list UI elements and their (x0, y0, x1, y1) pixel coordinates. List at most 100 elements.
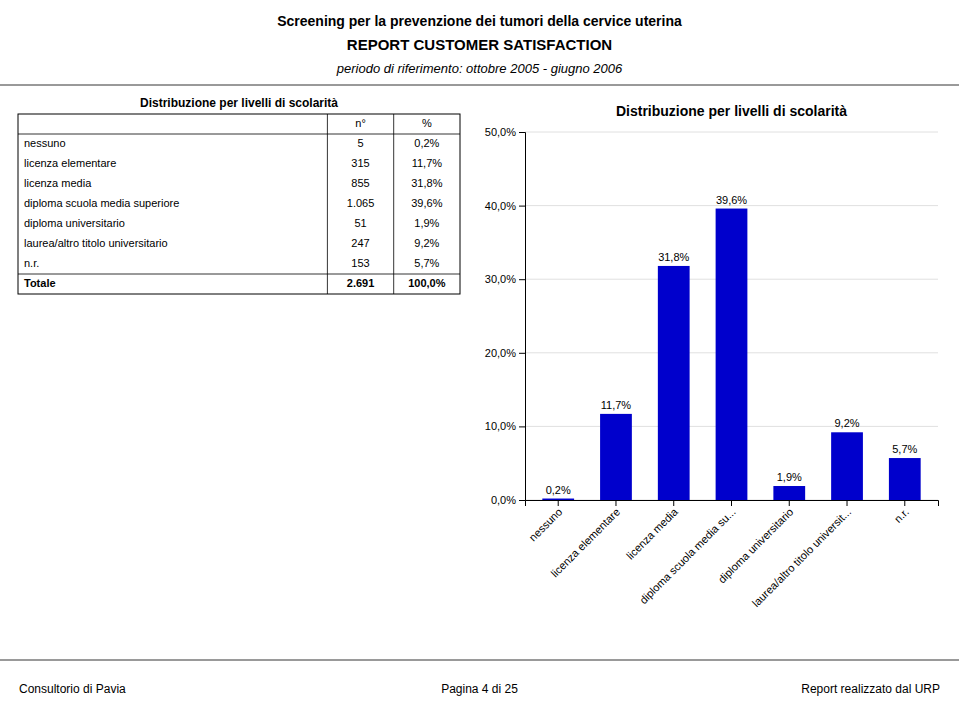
data-label: 1,9% (777, 471, 802, 483)
data-label: 39,6% (716, 194, 747, 206)
bars (542, 209, 920, 500)
x-axis: nessunolicenza elementarelicenza mediadi… (526, 500, 939, 609)
chart-title: Distribuzione per livelli di scolarità (616, 103, 847, 119)
table-cell: 1,9% (414, 217, 439, 229)
header-text: Screening per la prevenzione dei tumori … (277, 13, 682, 29)
x-tick: nessuno (527, 500, 565, 543)
y-tick: 10,0% (485, 420, 525, 432)
footer-rule (0, 660, 959, 661)
tick-label: 40,0% (485, 200, 516, 212)
bar (716, 209, 748, 500)
y-tick: 30,0% (485, 273, 525, 285)
table-title: Distribuzione per livelli di scolarità (140, 96, 338, 110)
tick-mark (731, 500, 732, 506)
tick-mark (519, 500, 525, 501)
footer-text: Report realizzato dal URP (801, 682, 940, 696)
bar-chart: Distribuzione per livelli di scolarità 0,… (485, 103, 939, 609)
tick-label: licenza elementare (548, 506, 622, 580)
tick-mark (789, 500, 790, 506)
table-cell: 1.065 (347, 197, 375, 209)
table-header: % (422, 117, 432, 129)
tick-label: 10,0% (485, 420, 516, 432)
data-label: 11,7% (601, 399, 632, 411)
table-cell: 51 (354, 217, 366, 229)
tick-label: diploma scuola media su... (637, 506, 738, 607)
y-tick: 20,0% (485, 347, 525, 359)
bar (600, 414, 632, 500)
y-tick: 0,0% (491, 494, 525, 506)
table-cell: 0,2% (414, 137, 439, 149)
y-tick: 40,0% (485, 200, 525, 212)
table-cell: 2.691 (347, 277, 375, 289)
y-axis: 0,0% 10,0% 20,0% 30,0% 40,0% 50,0% (485, 126, 526, 506)
y-tick: 50,0% (485, 126, 525, 138)
tick-mark (615, 500, 616, 506)
tick-label: laurea/altro titolo universit... (750, 506, 854, 610)
table-cell: 31,8% (411, 177, 442, 189)
bar (542, 499, 574, 500)
axis-line (526, 501, 939, 507)
table-cell: 247 (351, 237, 369, 249)
table-cell: 100,0% (408, 277, 446, 289)
x-tick: licenza elementare (548, 500, 622, 579)
table-cell: diploma universitario (24, 217, 125, 229)
table-rule (327, 114, 328, 294)
header-rule (0, 85, 959, 86)
tick-mark (904, 500, 905, 506)
data-labels: 0,2%11,7%31,8%39,6%1,9%9,2%5,7% (546, 194, 918, 496)
tick-mark (519, 206, 525, 207)
bar (658, 266, 690, 500)
tick-mark (847, 500, 848, 506)
table-cell: licenza elementare (24, 157, 116, 169)
axis-line (519, 133, 526, 501)
x-tick: n.r. (892, 500, 911, 525)
tick-mark (558, 500, 559, 506)
table-cell: 9,2% (414, 237, 439, 249)
header-text: REPORT CUSTOMER SATISFACTION (347, 36, 612, 53)
table-cell: diploma scuola media superiore (24, 197, 179, 209)
tick-label: licenza media (624, 505, 681, 562)
grid (525, 132, 938, 500)
table-border (18, 114, 460, 294)
grid-line (525, 132, 938, 133)
tick-label: 0,0% (491, 494, 516, 506)
table: Distribuzione per livelli di scolarità n°… (18, 96, 460, 294)
footer-text: Pagina 4 di 25 (441, 682, 518, 696)
x-tick: diploma scuola media su... (637, 500, 738, 606)
table-cell: 5 (357, 137, 363, 149)
table-cell: laurea/altro titolo universitario (24, 237, 168, 249)
page: Screening per la prevenzione dei tumori … (0, 0, 959, 712)
tick-label: 20,0% (485, 347, 516, 359)
tick-mark (519, 279, 525, 280)
table-rule (393, 114, 394, 294)
table-cell: 39,6% (411, 197, 442, 209)
table-cell: 855 (351, 177, 369, 189)
tick-mark (673, 500, 674, 506)
table-cell: 153 (351, 257, 369, 269)
bar (831, 432, 863, 500)
table-cell: 11,7% (412, 157, 443, 169)
table-cell: 315 (351, 157, 369, 169)
x-tick: laurea/altro titolo universit... (750, 500, 854, 609)
data-label: 0,2% (546, 484, 571, 496)
table-cell: nessuno (24, 137, 66, 149)
x-tick: licenza media (624, 500, 681, 562)
table-cell: 5,7% (414, 257, 439, 269)
table-header: n° (355, 117, 366, 129)
tick-label: nessuno (527, 506, 565, 544)
tick-label: 50,0% (485, 126, 516, 138)
header-text: periodo di riferimento: ottobre 2005 - g… (336, 61, 623, 76)
tick-mark (519, 353, 525, 354)
footer-text: Consultorio di Pavia (19, 682, 126, 696)
table-cell: licenza media (24, 177, 92, 189)
data-label: 5,7% (892, 443, 917, 455)
tick-label: 30,0% (485, 273, 516, 285)
tick-mark (519, 132, 525, 133)
table-cell: n.r. (24, 257, 39, 269)
tick-label: n.r. (892, 506, 911, 525)
data-label: 9,2% (834, 417, 859, 429)
tick-mark (519, 426, 525, 427)
bar (889, 458, 921, 500)
table-cell: Totale (24, 277, 56, 289)
bar (773, 486, 805, 500)
